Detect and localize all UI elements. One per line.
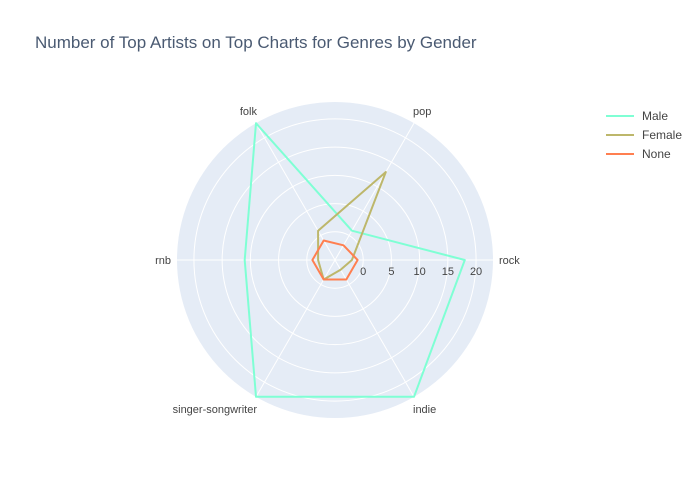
series-line-male (243, 122, 466, 398)
category-label: rock (499, 255, 520, 267)
legend-item-none[interactable]: None (606, 144, 682, 163)
legend-swatch (606, 133, 634, 136)
grid-spoke (255, 259, 336, 398)
legend-item-female[interactable]: Female (606, 125, 682, 144)
grid-spoke (334, 122, 415, 261)
radial-tick-label: 10 (414, 266, 426, 278)
radial-tick-label: 20 (470, 266, 482, 278)
category-label: rnb (155, 255, 171, 267)
legend-swatch (606, 152, 634, 155)
legend-label: Male (642, 108, 669, 123)
legend-swatch (606, 114, 634, 117)
category-label: pop (413, 106, 431, 118)
radial-tick-label: 15 (442, 266, 454, 278)
grid-spoke (255, 122, 336, 261)
radial-tick-label: 0 (360, 266, 366, 278)
radial-tick-label: 5 (388, 266, 394, 278)
series-line-none (311, 239, 359, 281)
chart-title: Number of Top Artists on Top Charts for … (35, 33, 477, 52)
category-label: singer-songwriter (173, 404, 258, 416)
legend-label: Female (642, 127, 683, 142)
legend: Male Female None (606, 106, 682, 163)
series-line-female (317, 171, 387, 281)
legend-item-male[interactable]: Male (606, 106, 682, 125)
category-label: indie (413, 404, 436, 416)
legend-label: None (642, 146, 671, 161)
category-label: folk (240, 106, 258, 118)
grid-spoke (334, 259, 415, 398)
